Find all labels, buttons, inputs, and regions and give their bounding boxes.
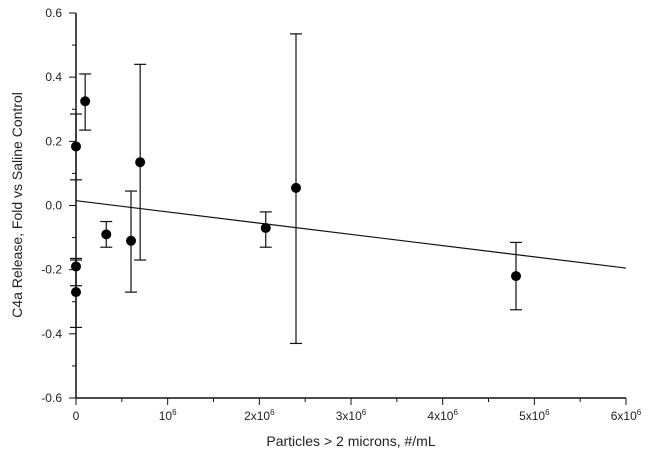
data-point <box>71 287 81 298</box>
y-tick-label: 0.4 <box>45 70 62 84</box>
x-tick-label: 3x106 <box>336 408 367 423</box>
x-tick-label: 4x106 <box>427 408 458 423</box>
trendline <box>75 200 627 269</box>
data-points <box>70 33 522 345</box>
x-tick-label: 0 <box>73 409 80 423</box>
y-tick-label: -0.2 <box>41 263 62 277</box>
y-tick-label: 0.6 <box>45 6 62 20</box>
data-point <box>260 222 271 233</box>
data-point <box>126 235 136 246</box>
ticks: -0.6 -0.4 -0.2 0.0 0.2 0.4 0.6 0 106 2x106 3x106 4x… <box>41 6 641 423</box>
x-tick-label: 106 <box>159 408 177 423</box>
data-point <box>135 157 146 168</box>
data-point <box>101 229 112 240</box>
x-tick-label: 5x106 <box>519 408 550 423</box>
data-point <box>71 141 81 152</box>
y-axis-label: C4a Release, Fold vs Saline Control <box>9 92 25 318</box>
y-tick-label: 0.0 <box>45 199 62 213</box>
x-tick-label: 2x106 <box>244 408 275 423</box>
y-tick-label: -0.4 <box>41 327 62 341</box>
x-tick-label: 6x106 <box>611 408 642 423</box>
y-tick-label: 0.2 <box>45 134 62 148</box>
x-axis-label: Particles > 2 microns, #/mL <box>266 433 435 449</box>
data-point <box>511 271 521 282</box>
axes <box>75 13 626 399</box>
data-point <box>291 182 301 193</box>
trendline-group <box>75 200 627 269</box>
y-tick-label: -0.6 <box>41 391 62 405</box>
data-point <box>80 96 91 107</box>
